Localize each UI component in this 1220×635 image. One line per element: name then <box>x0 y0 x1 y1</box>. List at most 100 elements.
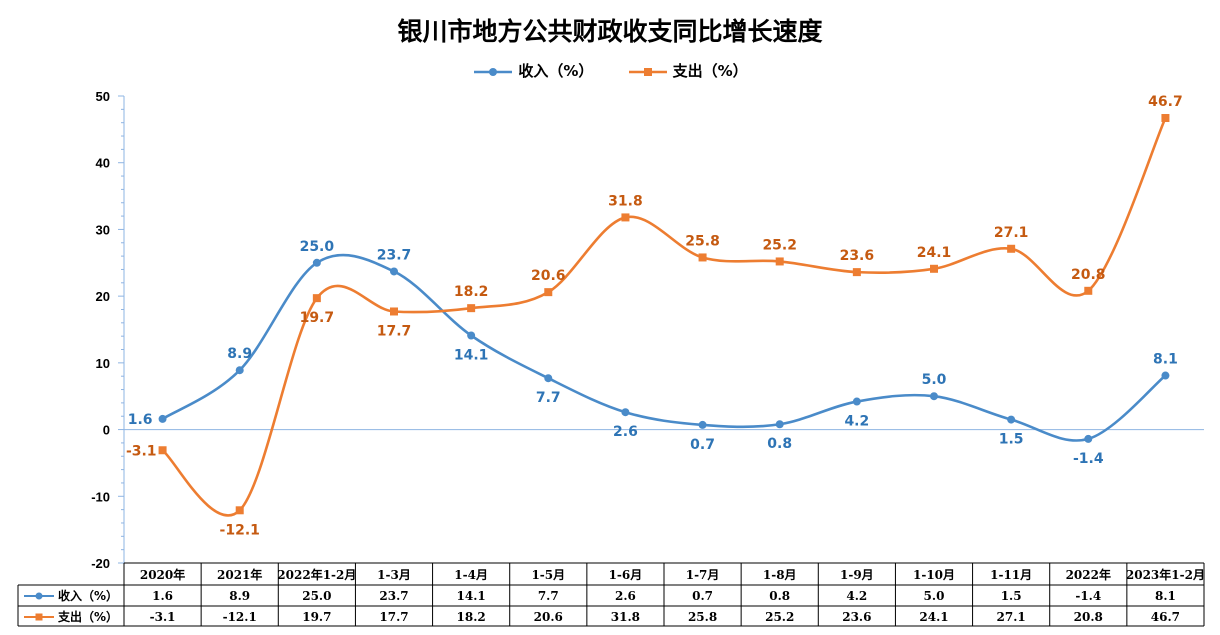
y-tick-label: -10 <box>91 489 110 504</box>
data-point <box>158 414 167 423</box>
table-cell: 46.7 <box>1151 610 1180 624</box>
data-label: 20.6 <box>531 268 566 284</box>
table-cell: 31.8 <box>611 610 640 624</box>
x-tick-label: 2023年1-2月 <box>1126 567 1205 582</box>
table-cell: 18.2 <box>457 610 486 624</box>
data-point <box>390 307 398 316</box>
data-label: 0.8 <box>767 436 792 452</box>
table-cell: 25.8 <box>688 610 717 624</box>
y-tick-label: 10 <box>96 356 110 371</box>
data-point <box>1007 415 1016 424</box>
y-tick-label: 30 <box>96 222 110 237</box>
data-point <box>544 288 553 297</box>
y-tick-label: -20 <box>91 556 110 571</box>
data-label: 25.2 <box>762 237 797 253</box>
data-point <box>621 408 630 417</box>
data-point <box>467 304 476 313</box>
data-label: 7.7 <box>536 390 561 406</box>
table-cell: 5.0 <box>924 589 945 603</box>
data-label: 31.8 <box>608 193 643 209</box>
data-label: 23.7 <box>377 247 412 263</box>
table-cell: 23.6 <box>842 610 871 624</box>
x-tick-label: 1-4月 <box>454 568 488 582</box>
table-cell: 19.7 <box>302 610 331 624</box>
data-point <box>467 331 476 340</box>
table-cell: 2.6 <box>615 589 636 603</box>
y-tick-label: 50 <box>96 89 110 104</box>
data-label: 27.1 <box>994 225 1029 241</box>
data-point <box>312 294 321 303</box>
table-cell: 17.7 <box>379 610 408 624</box>
data-point <box>930 392 938 401</box>
data-point <box>1161 371 1170 380</box>
table-cell: -3.1 <box>150 610 176 624</box>
x-tick-label: 1-11月 <box>990 568 1032 582</box>
data-label: 0.7 <box>690 437 715 453</box>
table-cell: -1.4 <box>1075 589 1101 603</box>
data-point <box>1084 286 1093 295</box>
series-line-expense <box>161 117 1167 517</box>
data-point <box>158 446 167 455</box>
x-tick-label: 1-10月 <box>913 568 955 582</box>
table-cell: 25.0 <box>302 589 331 603</box>
table-cell: 23.7 <box>379 589 408 603</box>
data-label: 18.2 <box>454 284 489 300</box>
data-point <box>852 268 861 277</box>
data-label: 23.6 <box>840 248 875 264</box>
x-tick-label: 1-8月 <box>763 568 797 582</box>
data-label: 14.1 <box>454 348 489 364</box>
x-tick-label: 2022年 <box>1066 567 1111 582</box>
table-legend-key-marker <box>35 592 43 600</box>
x-tick-label: 1-7月 <box>686 568 720 582</box>
table-cell: 20.6 <box>534 610 563 624</box>
legend-item-expense: 支出（%） <box>627 60 748 81</box>
data-label: 1.5 <box>999 432 1024 448</box>
data-label: 8.1 <box>1153 352 1178 368</box>
table-cell: 24.1 <box>919 610 948 624</box>
y-tick-label: 40 <box>96 156 110 171</box>
data-point <box>930 264 938 273</box>
table-cell: 0.7 <box>692 589 713 603</box>
x-tick-label: 2022年1-2月 <box>277 567 356 582</box>
data-label: -12.1 <box>220 522 260 538</box>
data-label: 17.7 <box>377 323 412 339</box>
data-label: -3.1 <box>126 443 157 459</box>
y-tick-label: 0 <box>103 423 110 438</box>
data-label: 25.8 <box>685 233 720 249</box>
data-label: -1.4 <box>1073 451 1104 467</box>
series-line-income <box>161 253 1167 442</box>
legend: 收入（%） 支出（%） <box>0 60 1220 81</box>
data-point <box>1161 114 1170 123</box>
data-point <box>775 257 784 266</box>
data-label: 19.7 <box>300 310 335 326</box>
table-cell: 0.8 <box>769 589 790 603</box>
legend-expense-label: 支出（%） <box>672 62 748 80</box>
legend-item-income: 收入（%） <box>472 60 593 81</box>
x-tick-label: 1-9月 <box>840 568 874 582</box>
table-cell: 20.8 <box>1074 610 1103 624</box>
table-row-header: 支出（%） <box>57 609 118 624</box>
table-row-header: 收入（%） <box>58 588 118 603</box>
data-point <box>235 366 244 375</box>
table-cell: 7.7 <box>538 589 559 603</box>
data-label: 2.6 <box>613 424 638 440</box>
x-tick-label: 1-6月 <box>609 568 643 582</box>
legend-income-label: 收入（%） <box>518 62 594 80</box>
x-tick-label: 2021年 <box>217 567 262 582</box>
data-point <box>775 420 784 429</box>
data-point <box>544 374 553 383</box>
table-legend-key-marker <box>35 613 43 621</box>
data-point <box>312 258 321 267</box>
table-cell: 25.2 <box>765 610 794 624</box>
x-tick-label: 2020年 <box>140 567 185 582</box>
data-point <box>698 420 707 429</box>
legend-expense-swatch <box>628 67 667 76</box>
table-cell: 8.1 <box>1155 589 1176 603</box>
table-cell: 1.5 <box>1001 589 1022 603</box>
table-cell: 14.1 <box>457 589 486 603</box>
data-point <box>390 267 398 276</box>
data-point <box>235 506 244 515</box>
data-label: 5.0 <box>922 372 947 388</box>
data-label: 1.6 <box>128 412 153 428</box>
data-label: 20.8 <box>1071 267 1106 283</box>
